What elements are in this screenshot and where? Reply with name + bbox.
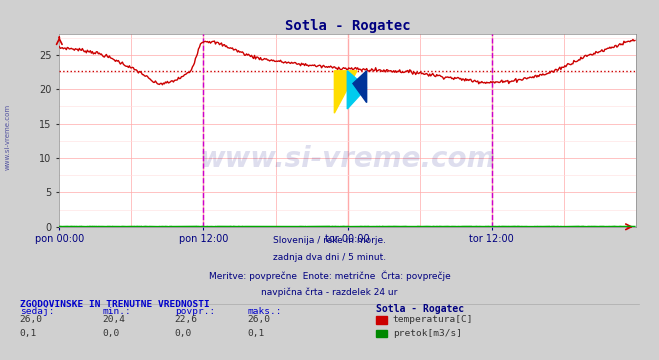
Text: www.si-vreme.com: www.si-vreme.com — [5, 104, 11, 170]
Text: 0,0: 0,0 — [175, 329, 192, 338]
Text: Meritve: povprečne  Enote: metrične  Črta: povprečje: Meritve: povprečne Enote: metrične Črta:… — [209, 270, 450, 281]
Text: 26,0: 26,0 — [20, 315, 43, 324]
Text: navpična črta - razdelek 24 ur: navpična črta - razdelek 24 ur — [262, 288, 397, 297]
Text: 0,1: 0,1 — [247, 329, 264, 338]
Text: 20,4: 20,4 — [102, 315, 125, 324]
Text: 22,6: 22,6 — [175, 315, 198, 324]
Text: ZGODOVINSKE IN TRENUTNE VREDNOSTI: ZGODOVINSKE IN TRENUTNE VREDNOSTI — [20, 300, 210, 309]
Text: min.:: min.: — [102, 307, 131, 316]
Text: www.si-vreme.com: www.si-vreme.com — [200, 145, 496, 174]
Text: temperatura[C]: temperatura[C] — [393, 315, 473, 324]
Title: Sotla - Rogatec: Sotla - Rogatec — [285, 19, 411, 33]
Polygon shape — [353, 71, 366, 103]
Text: 26,0: 26,0 — [247, 315, 270, 324]
Text: sedaj:: sedaj: — [20, 307, 54, 316]
Text: Slovenija / reke in morje.: Slovenija / reke in morje. — [273, 236, 386, 245]
Text: povpr.:: povpr.: — [175, 307, 215, 316]
Text: 0,0: 0,0 — [102, 329, 119, 338]
Polygon shape — [347, 71, 366, 109]
Text: pretok[m3/s]: pretok[m3/s] — [393, 329, 462, 338]
Text: Sotla - Rogatec: Sotla - Rogatec — [376, 304, 464, 314]
Text: 0,1: 0,1 — [20, 329, 37, 338]
Text: zadnja dva dni / 5 minut.: zadnja dva dni / 5 minut. — [273, 253, 386, 262]
Text: maks.:: maks.: — [247, 307, 281, 316]
Polygon shape — [334, 71, 357, 113]
